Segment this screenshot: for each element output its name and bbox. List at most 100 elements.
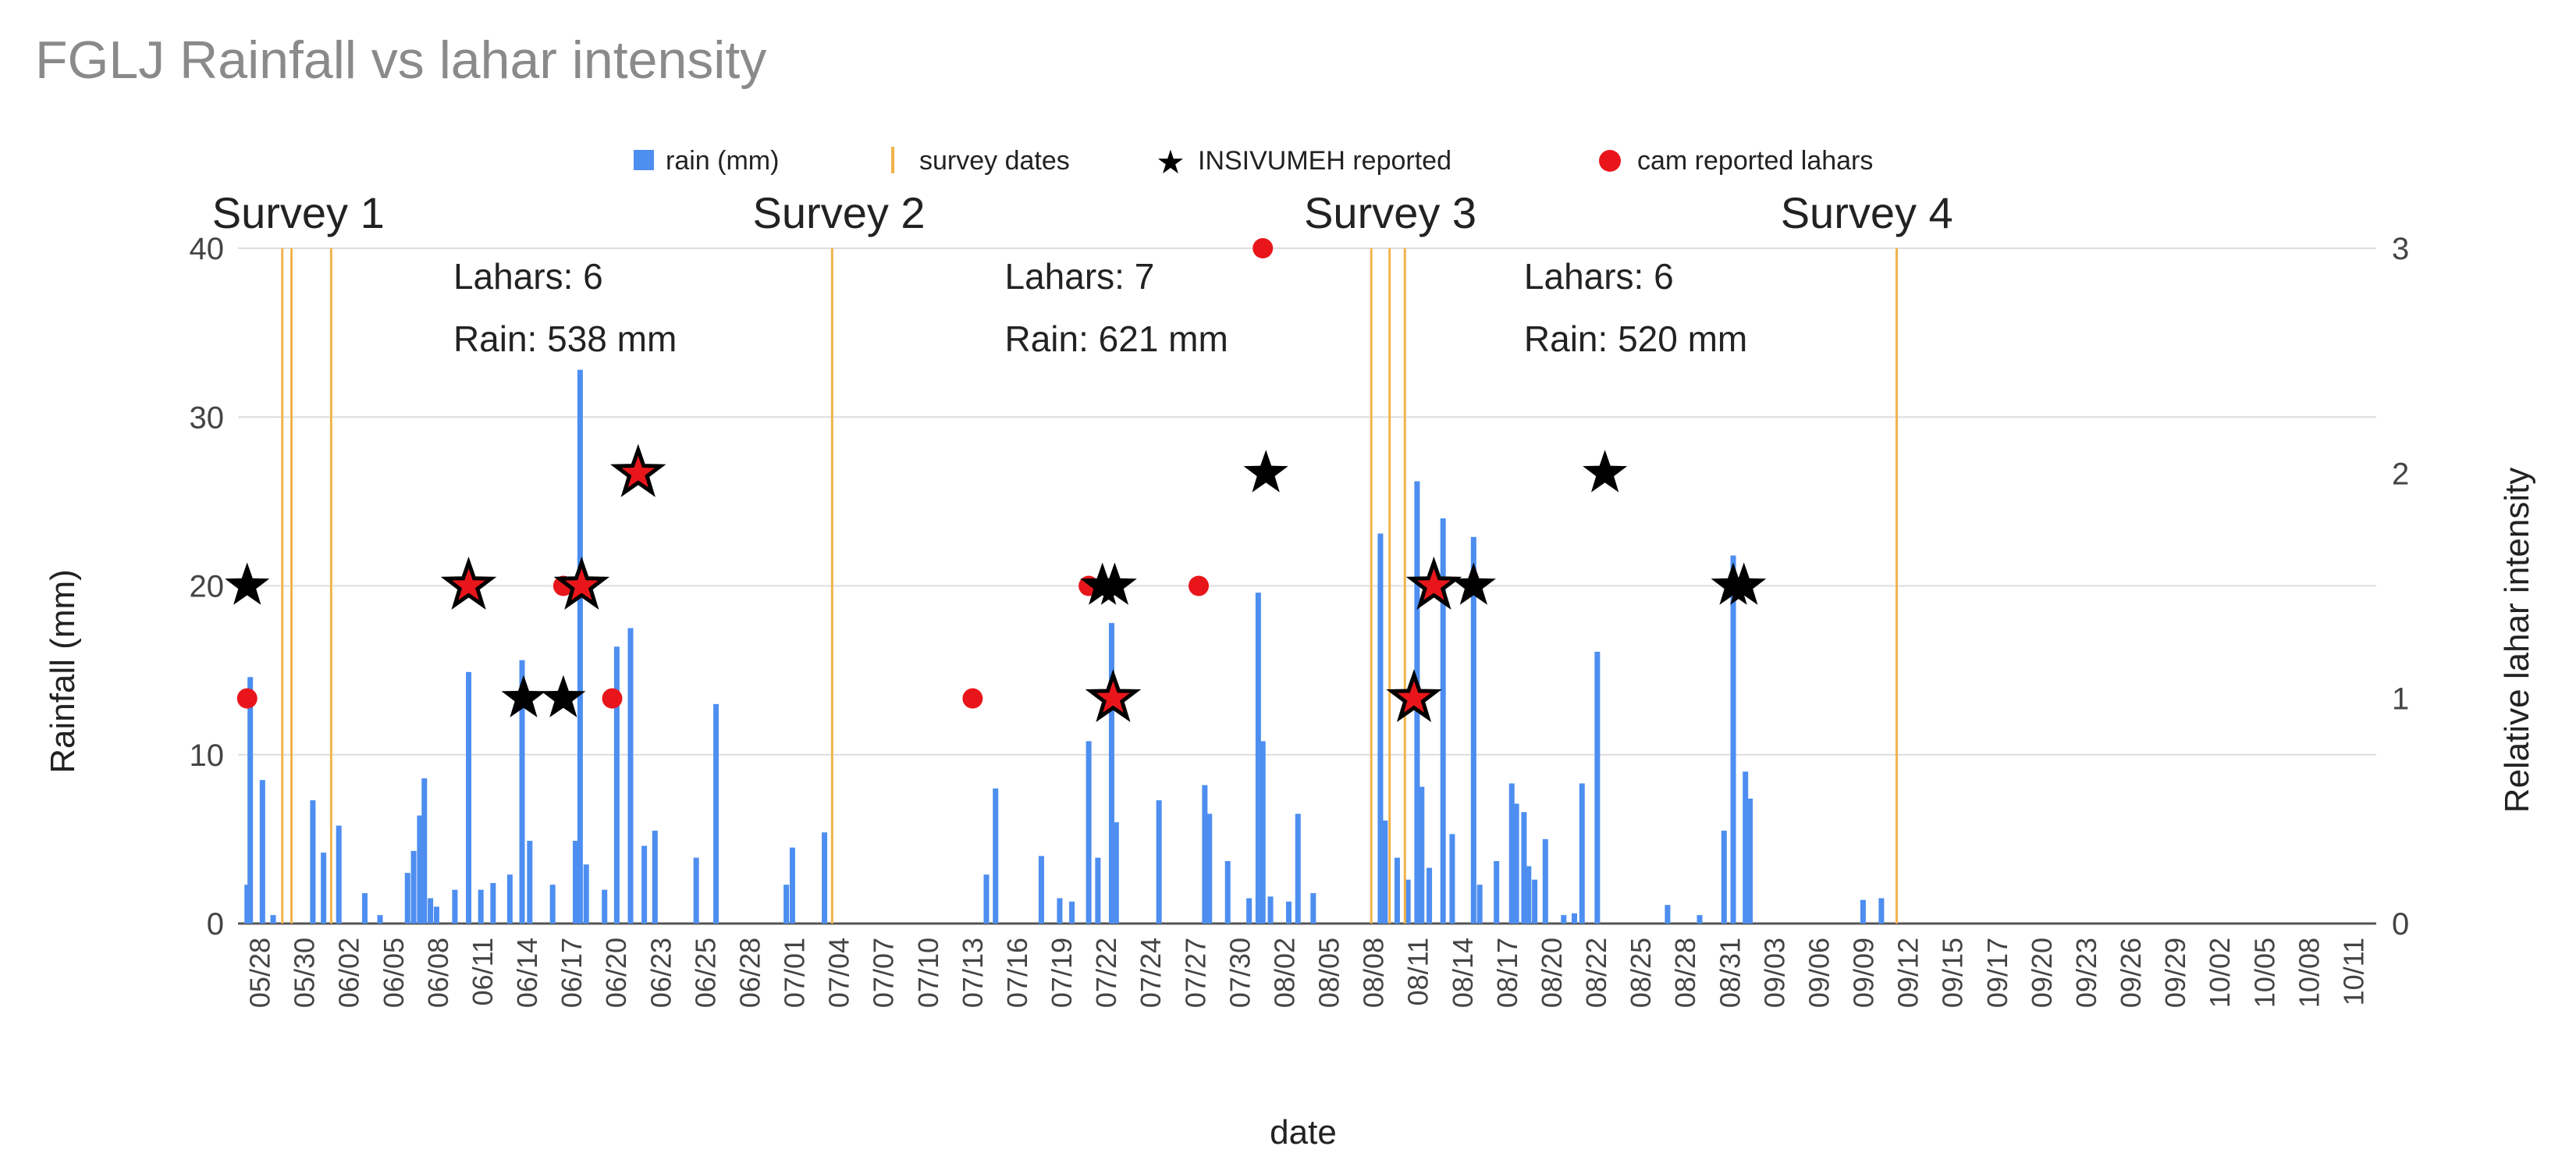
rain-bar	[789, 847, 795, 924]
rain-bar	[1579, 783, 1585, 924]
legend-survey-label: survey dates	[919, 146, 1070, 176]
x-tick-label: 10/02	[2204, 938, 2236, 1008]
x-tick-label: 07/27	[1179, 938, 1211, 1008]
rain-bar	[1440, 518, 1446, 924]
rain-bar	[490, 883, 496, 924]
chart-annotation: Lahars: 7	[1004, 256, 1154, 297]
x-tick-label: 09/15	[1937, 938, 1969, 1008]
rain-bar	[1267, 896, 1274, 924]
y-tick-label: 40	[190, 232, 225, 266]
x-tick-label: 08/25	[1625, 938, 1657, 1008]
rain-bar	[1427, 867, 1433, 924]
rain-bar	[519, 660, 525, 924]
rain-bar	[1494, 860, 1500, 924]
x-tick-label: 09/26	[2115, 938, 2147, 1008]
x-tick-label: 06/02	[333, 938, 365, 1008]
rain-bar	[244, 884, 250, 924]
rain-bar	[1730, 555, 1736, 924]
x-tick-label: 05/30	[289, 938, 321, 1008]
rain-bar	[822, 832, 828, 924]
insivumeh-star	[1721, 562, 1767, 605]
insivumeh-star	[225, 562, 270, 605]
rain-bar	[1521, 812, 1527, 924]
chart-annotation: Rain: 538 mm	[453, 319, 677, 359]
y-tick-label: 20	[190, 570, 225, 604]
x-tick-label: 06/08	[422, 938, 454, 1008]
rain-bar	[1260, 741, 1266, 924]
rain-bar	[1108, 623, 1114, 924]
rain-bar	[583, 864, 589, 924]
rain-bar	[693, 857, 699, 924]
legend-rain-swatch	[634, 150, 654, 170]
x-tick-label: 08/14	[1447, 938, 1479, 1008]
x-tick-label: 08/11	[1402, 938, 1434, 1005]
insivumeh-star	[1451, 562, 1496, 605]
rain-bar	[1310, 893, 1316, 924]
rain-bar	[417, 815, 423, 924]
rain-bar	[1513, 803, 1519, 924]
y-tick-label: 10	[190, 739, 225, 773]
rain-bar	[1572, 913, 1577, 924]
legend-cam-marker	[1599, 150, 1621, 172]
cam-lahar-dot	[236, 688, 258, 709]
rain-bar	[783, 884, 790, 924]
y-axis-label: Rainfall (mm)	[44, 569, 82, 774]
x-tick-label: 07/01	[779, 938, 811, 1008]
rain-bar	[1405, 879, 1411, 924]
rain-bar	[259, 780, 265, 924]
insivumeh-star-outline	[1085, 669, 1142, 723]
chart-annotation: Lahars: 6	[453, 256, 603, 297]
x-tick-label: 07/07	[868, 938, 900, 1008]
rain-bar	[506, 874, 513, 924]
rain-bar	[641, 845, 648, 924]
rain-bar	[1085, 741, 1092, 924]
rain-bar	[1743, 771, 1749, 924]
rain-bar	[993, 788, 999, 924]
x-tick-label: 07/30	[1224, 938, 1256, 1008]
rain-bar	[1532, 879, 1538, 924]
chart-annotation: Survey 3	[1304, 188, 1476, 237]
x-tick-label: 07/04	[823, 938, 855, 1008]
chart-annotation: Survey 2	[753, 188, 926, 237]
rain-bar	[1224, 860, 1231, 924]
y2-tick-label: 1	[2392, 682, 2409, 717]
rain-bars	[244, 369, 1885, 924]
chart-annotation: Lahars: 6	[1524, 256, 1674, 297]
rain-bar	[573, 841, 579, 924]
x-tick-label: 06/14	[511, 938, 543, 1008]
x-tick-label: 06/11	[467, 938, 499, 1005]
rain-bar	[1419, 786, 1425, 924]
rain-bar	[627, 628, 634, 924]
y2-axis-tick-labels: 0 1 2 3	[2392, 232, 2409, 941]
x-tick-label: 08/20	[1536, 938, 1568, 1008]
rain-bar	[1394, 857, 1400, 924]
x-tick-label: 06/20	[600, 938, 632, 1008]
rain-bar	[1113, 822, 1119, 924]
chart-annotation: Survey 1	[212, 188, 385, 237]
rain-bar	[652, 831, 658, 924]
x-tick-label: 09/20	[2026, 938, 2058, 1008]
cam-lahar-dot	[962, 688, 983, 709]
x-tick-label: 09/23	[2070, 938, 2102, 1008]
rain-bar	[1508, 783, 1515, 924]
chart-annotation: Rain: 621 mm	[1004, 319, 1228, 359]
insivumeh-star	[1092, 562, 1137, 605]
insivumeh-markers	[225, 443, 1767, 723]
x-tick-label: 08/28	[1669, 938, 1701, 1008]
cam-lahar-dot	[1252, 238, 1274, 258]
x-axis-label: date	[1270, 1113, 1337, 1151]
annotations: Survey 1 Survey 2 Survey 3 Survey 4 Lahars: …	[212, 188, 1953, 359]
rain-bar	[1665, 905, 1671, 924]
rain-bar	[270, 915, 276, 924]
rain-bar	[1542, 838, 1548, 924]
rain-bar	[613, 646, 620, 924]
rain-bar	[713, 703, 720, 924]
x-tick-label: 08/22	[1580, 938, 1612, 1008]
insivumeh-star-outline	[1386, 669, 1442, 723]
y2-tick-label: 2	[2392, 457, 2409, 491]
x-tick-label: 08/08	[1358, 938, 1390, 1008]
rain-bar	[527, 841, 533, 924]
rain-bar	[1286, 901, 1292, 924]
rain-bar	[433, 906, 439, 924]
x-tick-label: 09/09	[1848, 938, 1880, 1008]
